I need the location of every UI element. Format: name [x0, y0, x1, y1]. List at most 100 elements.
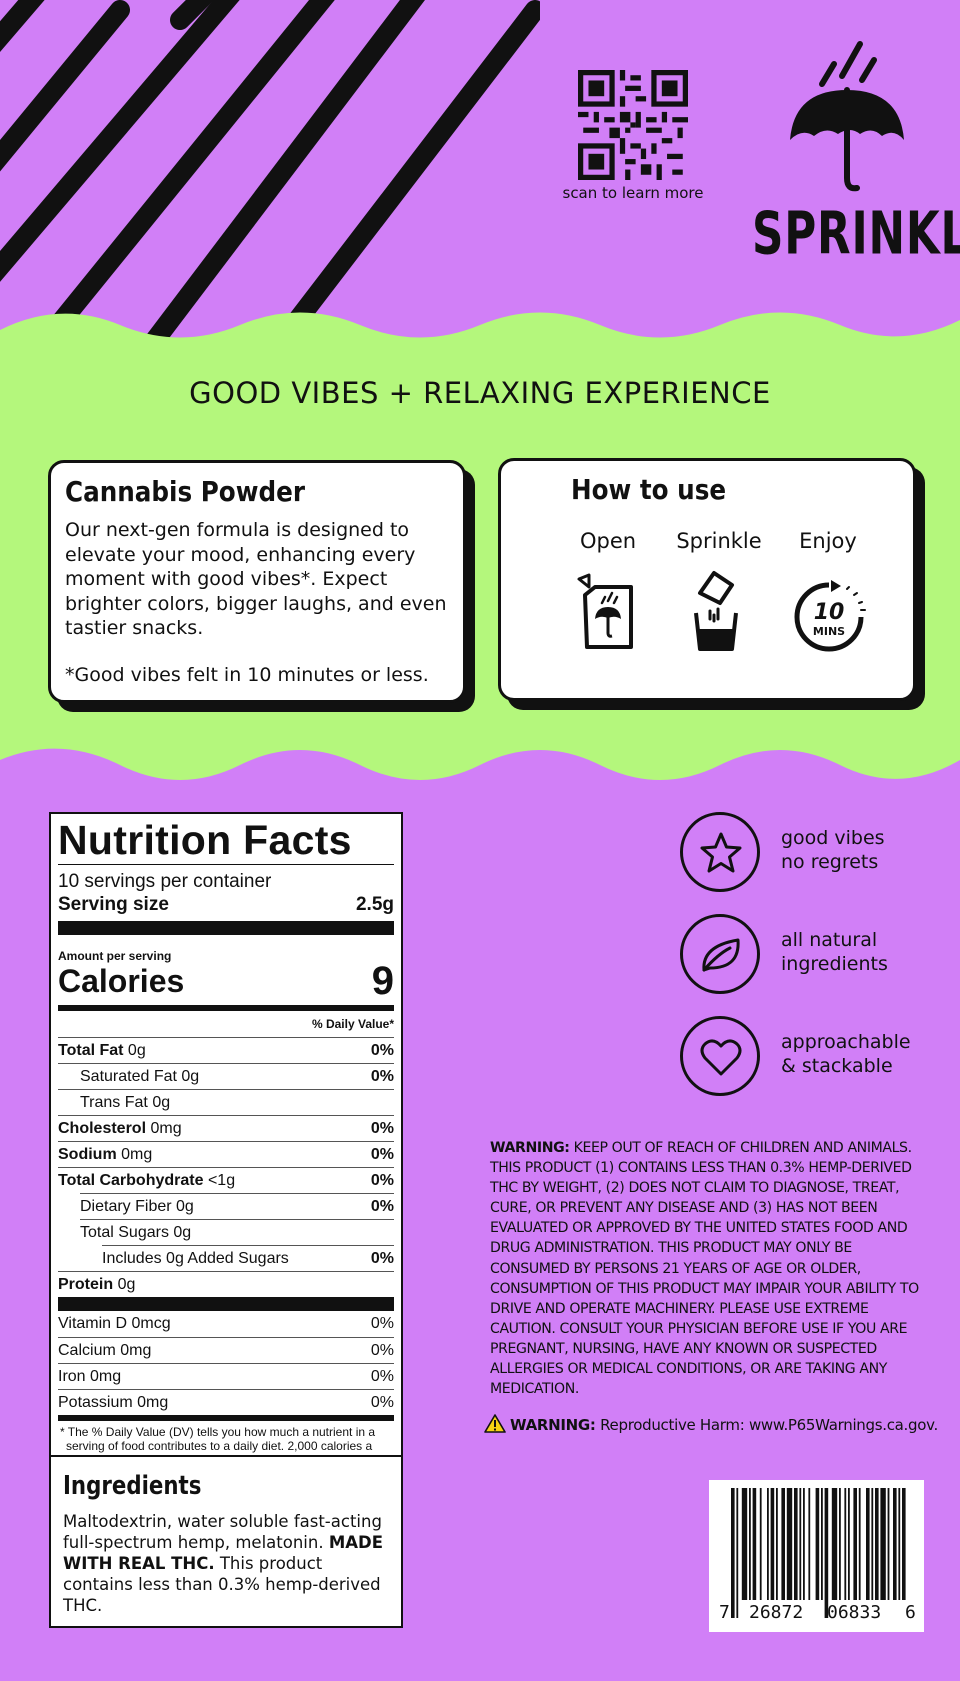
servings-per-container: 10 servings per container — [58, 871, 272, 892]
benefit-text: approachable & stackable — [781, 1030, 911, 1078]
nutrition-facts-panel: Nutrition Facts 10 servings per containe… — [49, 812, 403, 1628]
barcode-bar — [871, 1488, 874, 1600]
nutrient-name: Total Fat — [58, 1042, 124, 1059]
nutrient-name: Dietary Fiber 0g — [80, 1198, 194, 1215]
benefit-good-vibes: good vibes no regrets — [680, 812, 940, 896]
brand-wordmark: SPRINKLE — [752, 200, 960, 269]
ingredients-thc-claim: MADE WITH REAL THC. — [63, 1533, 384, 1573]
umbrella-logo-icon — [790, 41, 904, 192]
nutrient-name: Protein — [58, 1276, 114, 1293]
tagline: GOOD VIBES + RELAXING EXPERIENCE — [189, 376, 771, 410]
ingredients-title: Ingredients — [63, 1471, 202, 1501]
barcode-bar — [815, 1488, 820, 1600]
nutrient-row-total-fat: Total Fat 0g 0% — [58, 1037, 394, 1063]
vitamin-row: Calcium 0mg 0% — [58, 1337, 394, 1363]
qr-code[interactable] — [578, 70, 688, 180]
nutrient-dv: 0% — [370, 1042, 394, 1059]
timer-unit: MINS — [813, 625, 845, 638]
heart-icon — [700, 1039, 742, 1076]
barcode-bar — [767, 1488, 769, 1600]
barcode-bar — [803, 1488, 805, 1600]
barcode-bar — [770, 1488, 775, 1600]
step-sprinkle-label: Sprinkle — [676, 529, 762, 553]
nutrient-amount: 0mg — [116, 1146, 153, 1163]
nf-divider-medium — [58, 1005, 394, 1011]
barcode-bar — [844, 1488, 847, 1600]
barcode-bar — [731, 1488, 735, 1618]
barcode-bar — [887, 1488, 890, 1600]
barcode-bar — [741, 1488, 748, 1600]
product-description-card: Cannabis Powder Our next-gen formula is … — [48, 460, 466, 703]
nutrient-name: Includes 0g Added Sugars — [102, 1250, 289, 1267]
benefit-icon-circle — [680, 1016, 760, 1096]
barcode-bar — [749, 1488, 751, 1600]
barcode-digits-right: 06833 — [827, 1602, 882, 1623]
benefit-line: approachable — [781, 1031, 911, 1053]
benefit-text: all natural ingredients — [781, 928, 888, 976]
warning-text: KEEP OUT OF REACH OF CHILDREN AND ANIMAL… — [490, 1140, 919, 1398]
nutrient-row-total-sugars: Total Sugars 0g — [80, 1219, 394, 1245]
nf-divider-medium — [58, 1415, 394, 1421]
nutrient-row-cholesterol: Cholesterol 0mg 0% — [58, 1115, 394, 1141]
prop65-label: WARNING: — [510, 1416, 596, 1434]
amount-per-serving: Amount per serving — [58, 949, 172, 963]
benefit-icon-circle — [680, 812, 760, 892]
barcode-bar — [831, 1488, 838, 1600]
calories-row: Calories 9 — [58, 959, 394, 1003]
barcode-bar — [898, 1488, 901, 1600]
nutrient-name: Total Carbohydrate — [58, 1172, 204, 1189]
barcode-digit-system: 7 — [719, 1602, 730, 1623]
timer-icon: 10 MINS — [794, 580, 866, 652]
prop65-link[interactable]: www.P65Warnings.ca.gov. — [748, 1416, 939, 1434]
vitamin-dv: 0% — [370, 1394, 394, 1411]
nutrient-amount: 0mg — [146, 1120, 182, 1137]
barcode-bar — [736, 1488, 739, 1618]
vitamin-name: Calcium 0mg — [58, 1342, 152, 1359]
product-card-body: Our next-gen formula is designed to elev… — [65, 519, 447, 639]
vitamin-dv: 0% — [370, 1342, 394, 1359]
product-card-note: *Good vibes felt in 10 minutes or less. — [65, 663, 429, 686]
leaf-icon — [702, 938, 740, 972]
nutrient-row-sodium: Sodium 0mg 0% — [58, 1141, 394, 1167]
benefit-approachable: approachable & stackable — [680, 1016, 940, 1100]
nutrient-dv: 0% — [370, 1172, 394, 1189]
ingredients-thc-note: This product contains less than 0.3% hem… — [63, 1554, 381, 1615]
benefit-line: ingredients — [781, 953, 888, 975]
calories-value: 9 — [371, 959, 394, 1003]
barcode-bar — [759, 1488, 762, 1600]
benefit-text: good vibes no regrets — [781, 826, 885, 874]
barcode-bar — [776, 1488, 778, 1600]
ingredients-panel: Ingredients Maltodextrin, water soluble … — [49, 1455, 403, 1628]
nutrient-dv: 0% — [370, 1198, 394, 1215]
vitamin-dv: 0% — [370, 1368, 394, 1385]
nutrient-name: Sodium — [58, 1146, 117, 1163]
star-icon — [700, 832, 742, 873]
how-to-use-title: How to use — [571, 473, 727, 506]
serving-size-label: Serving size — [58, 894, 169, 915]
nutrient-amount: 0g — [113, 1276, 136, 1293]
nutrient-dv: 0% — [370, 1068, 394, 1085]
prop65-text: Reproductive Harm: — [600, 1416, 745, 1434]
nf-divider-thick — [58, 921, 394, 935]
nutrition-facts-title: Nutrition Facts — [58, 816, 394, 865]
nutrient-dv: 0% — [370, 1250, 394, 1267]
benefit-all-natural: all natural ingredients — [680, 914, 940, 998]
legal-warning: WARNING: KEEP OUT OF REACH OF CHILDREN A… — [490, 1138, 930, 1399]
nutrient-amount: <1g — [203, 1172, 236, 1189]
vitamin-row: Iron 0mg 0% — [58, 1363, 394, 1389]
barcode-bar — [858, 1488, 861, 1600]
nutrient-name: Cholesterol — [58, 1120, 147, 1137]
barcode-bar — [880, 1488, 886, 1600]
nf-divider-thick — [58, 1297, 394, 1311]
nutrient-name: Trans Fat 0g — [80, 1094, 171, 1111]
how-to-use-card: How to use Open Sprinkle Enjoy 10 MINS — [498, 458, 916, 701]
nutrient-row-total-carbohydrate: Total Carbohydrate <1g 0% — [58, 1167, 394, 1193]
nutrient-row-trans-fat: Trans Fat 0g — [58, 1089, 394, 1115]
barcode-bar — [781, 1488, 785, 1600]
nutrient-amount: 0g — [123, 1042, 146, 1059]
nutrient-name: Saturated Fat 0g — [80, 1068, 200, 1085]
nutrient-row-dietary-fiber: Dietary Fiber 0g 0% — [80, 1193, 394, 1219]
nutrient-row-saturated-fat: Saturated Fat 0g 0% — [58, 1063, 394, 1089]
vitamin-row: Vitamin D 0mcg 0% — [58, 1311, 394, 1337]
nutrient-name: Total Sugars 0g — [80, 1224, 192, 1241]
